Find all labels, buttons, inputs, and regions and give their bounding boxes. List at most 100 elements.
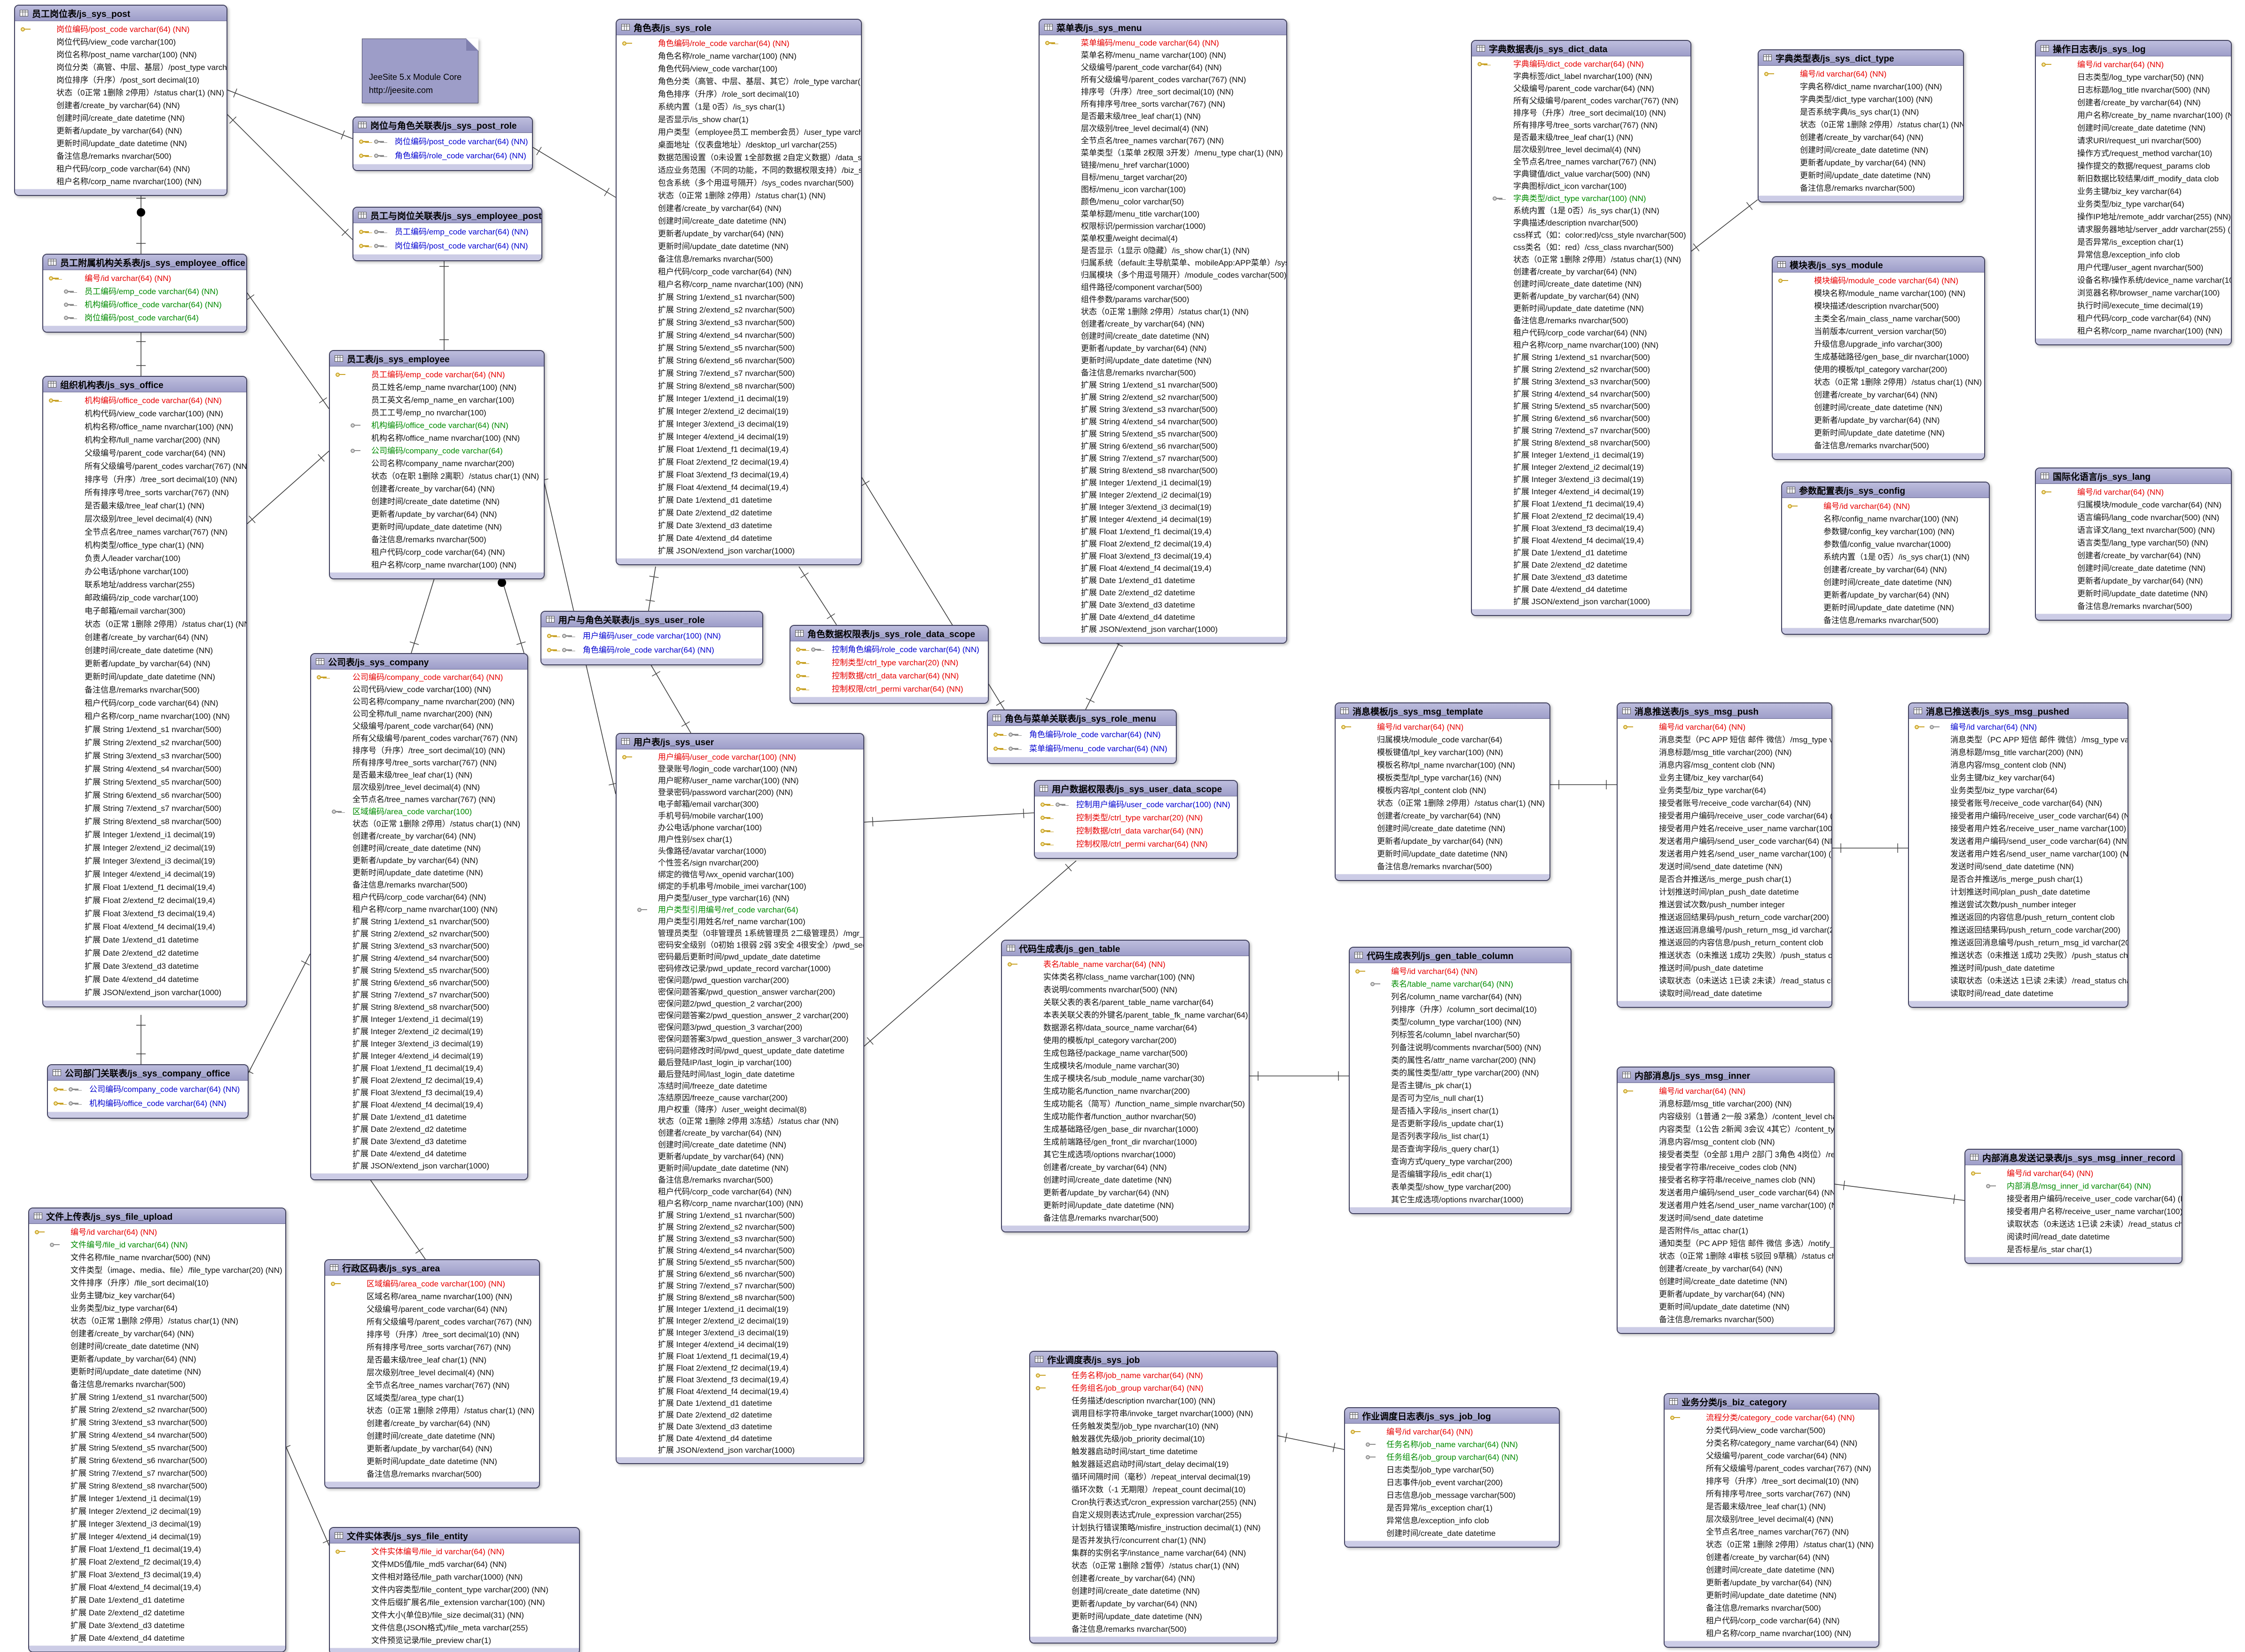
field-row[interactable]: 扩展 String 4/extend_s4 nvarchar(500) bbox=[617, 1245, 863, 1256]
field-row[interactable]: 机构全称/full_name varchar(200) (NN) bbox=[43, 434, 246, 447]
field-row[interactable]: 适应业务范围（不同的功能，不同的数据权限支持）/biz_scope varcha… bbox=[617, 164, 861, 177]
field-row[interactable]: 机构编码/office_code varchar(64) (NN) bbox=[330, 419, 544, 432]
field-row[interactable]: 状态（0正常 1删除 2停用）/status char(1) (NN) bbox=[325, 1404, 539, 1417]
field-row[interactable]: 文件类型（image、media、file）/file_type varchar… bbox=[29, 1264, 285, 1277]
field-row[interactable]: 备注信息/remarks nvarchar(500) bbox=[1618, 1313, 1834, 1326]
field-row[interactable]: 排序号（升序）/tree_sort decimal(10) (NN) bbox=[311, 745, 527, 757]
field-row[interactable]: 是否并发执行/concurrent char(1) (NN) bbox=[1030, 1534, 1277, 1547]
field-row[interactable]: 生成基础路径/gen_base_dir nvarchar(1000) bbox=[1773, 351, 1984, 363]
field-row[interactable]: 更新时间/update_date datetime (NN) bbox=[311, 867, 527, 879]
field-row[interactable]: 扩展 Float 2/extend_f2 decimal(19,4) bbox=[29, 1556, 285, 1568]
field-row[interactable]: 联系地址/address varchar(255) bbox=[43, 578, 246, 592]
field-row[interactable]: 角色编码/role_code varchar(64) (NN) bbox=[988, 728, 1176, 742]
field-row[interactable]: 扩展 JSON/extend_json varchar(1000) bbox=[43, 986, 246, 999]
field-row[interactable]: 扩展 Float 4/extend_f4 decimal(19,4) bbox=[617, 1386, 863, 1397]
field-row[interactable]: 状态（0正常 1删除 2停用）/status char(1) (NN) bbox=[1773, 376, 1984, 389]
entity-sys_user_role[interactable]: 用户与角色关联表/js_sys_user_role 用户编码/user_code … bbox=[540, 611, 763, 665]
field-row[interactable]: 扩展 Float 4/extend_f4 decimal(19,4) bbox=[311, 1099, 527, 1111]
field-row[interactable]: 全节点名/tree_names varchar(767) (NN) bbox=[1472, 156, 1690, 168]
field-row[interactable]: 创建者/create_by varchar(64) (NN) bbox=[1618, 1262, 1834, 1275]
field-row[interactable]: 状态（0正常 1删除 2停用）/status char(1) (NN) bbox=[1759, 118, 1963, 131]
field-row[interactable]: 最后登陆IP/last_login_ip varchar(100) bbox=[617, 1057, 863, 1068]
field-row[interactable]: 任务触发类型/job_type nvarchar(10) (NN) bbox=[1030, 1420, 1277, 1433]
field-row[interactable]: 更新者/update_by varchar(64) (NN) bbox=[1472, 290, 1690, 303]
field-row[interactable]: 层次级别/tree_level decimal(4) (NN) bbox=[43, 513, 246, 526]
field-row[interactable]: 是否插入字段/is_insert char(1) bbox=[1350, 1105, 1571, 1117]
field-row[interactable]: 生成包路径/package_name varchar(500) bbox=[1002, 1047, 1249, 1060]
field-row[interactable]: 更新者/update_by varchar(64) (NN) bbox=[325, 1442, 539, 1455]
field-row[interactable]: 所有父级编号/parent_codes varchar(767) (NN) bbox=[311, 732, 527, 745]
field-row[interactable]: 状态（0正常 1删除 2停用）/status char(1) (NN) bbox=[617, 189, 861, 202]
entity-header[interactable]: 字典类型表/js_sys_dict_type bbox=[1759, 50, 1963, 66]
field-row[interactable]: 包含系统（多个用逗号隔开）/sys_codes nvarchar(500) bbox=[617, 177, 861, 189]
field-row[interactable]: 父级编号/parent_code varchar(64) (NN) bbox=[1472, 83, 1690, 95]
field-row[interactable]: 扩展 Integer 1/extend_i1 decimal(19) bbox=[1472, 449, 1690, 461]
field-row[interactable]: 备注信息/remarks nvarchar(500) bbox=[1759, 182, 1963, 195]
field-row[interactable]: 扩展 Integer 4/extend_i4 decimal(19) bbox=[1040, 514, 1286, 526]
field-row[interactable]: 更新者/update_by varchar(64) (NN) bbox=[2036, 575, 2231, 587]
field-row[interactable]: 所有排序号/tree_sorts varchar(767) (NN) bbox=[311, 757, 527, 769]
field-row[interactable]: 接受者名称字符串/receive_names clob (NN) bbox=[1618, 1174, 1834, 1186]
field-row[interactable]: 父级编号/parent_code varchar(64) (NN) bbox=[325, 1303, 539, 1316]
entity-sys_dict_type[interactable]: 字典类型表/js_sys_dict_type 编号/id varchar(64) … bbox=[1758, 49, 1964, 203]
field-row[interactable]: 扩展 Integer 2/extend_i2 decimal(19) bbox=[43, 842, 246, 855]
field-row[interactable]: 备注信息/remarks nvarchar(500) bbox=[325, 1468, 539, 1481]
field-row[interactable]: 扩展 String 2/extend_s2 nvarchar(500) bbox=[311, 928, 527, 940]
field-row[interactable]: 消息内容/msg_content clob (NN) bbox=[1618, 1136, 1834, 1148]
field-row[interactable]: 任务描述/description nvarchar(100) (NN) bbox=[1030, 1395, 1277, 1407]
field-row[interactable]: 是否显示（1显示 0隐藏）/is_show char(1) (NN) bbox=[1040, 245, 1286, 257]
field-row[interactable]: 最后登陆时间/last_login_date datetime bbox=[617, 1068, 863, 1080]
field-row[interactable]: 模板类型/tpl_type varchar(16) (NN) bbox=[1336, 771, 1549, 784]
field-row[interactable]: 新旧数据比较结果/diff_modify_data clob bbox=[2036, 172, 2231, 185]
field-row[interactable]: 更新时间/update_date datetime (NN) bbox=[1782, 601, 1989, 614]
field-row[interactable]: 扩展 String 5/extend_s5 nvarchar(500) bbox=[311, 965, 527, 977]
field-row[interactable]: 用户类型引用编号/ref_code varchar(64) bbox=[617, 904, 863, 916]
field-row[interactable]: 公司代码/view_code varchar(100) (NN) bbox=[311, 684, 527, 696]
field-row[interactable]: 扩展 String 8/extend_s8 nvarchar(500) bbox=[1040, 465, 1286, 477]
field-row[interactable]: 创建时间/create_date datetime (NN) bbox=[1665, 1564, 1878, 1576]
field-row[interactable]: 扩展 String 2/extend_s2 nvarchar(500) bbox=[29, 1403, 285, 1416]
field-row[interactable]: 更新者/update_by varchar(64) (NN) bbox=[311, 855, 527, 867]
field-row[interactable]: 租户代码/corp_code varchar(64) (NN) bbox=[311, 891, 527, 904]
field-row[interactable]: 循环次数（-1 无期限）/repeat_count decimal(10) bbox=[1030, 1483, 1277, 1496]
field-row[interactable]: 扩展 Integer 2/extend_i2 decimal(19) bbox=[311, 1026, 527, 1038]
field-row[interactable]: 菜单权重/weight decimal(4) bbox=[1040, 233, 1286, 245]
field-row[interactable]: 日志类型/log_type varchar(50) (NN) bbox=[2036, 71, 2231, 84]
field-row[interactable]: 租户名称/corp_name nvarchar(100) (NN) bbox=[617, 1198, 863, 1209]
field-row[interactable]: 自定义规则表达式/rule_expression varchar(255) bbox=[1030, 1509, 1277, 1521]
field-row[interactable]: 租户名称/corp_name nvarchar(100) (NN) bbox=[43, 710, 246, 723]
field-row[interactable]: 是否最末级/tree_leaf char(1) (NN) bbox=[1472, 132, 1690, 144]
entity-sys_file_upload[interactable]: 文件上传表/js_sys_file_upload 编号/id varchar(64… bbox=[28, 1208, 286, 1652]
field-row[interactable]: 接受者用户编码/receive_user_code varchar(64) (N… bbox=[1618, 810, 1831, 822]
field-row[interactable]: 备注信息/remarks nvarchar(500) bbox=[617, 1174, 863, 1186]
field-row[interactable]: 接受者账号/receive_code varchar(64) (NN) bbox=[1909, 797, 2128, 810]
field-row[interactable]: 扩展 String 2/extend_s2 nvarchar(500) bbox=[617, 1221, 863, 1233]
field-row[interactable]: 创建时间/create_date datetime (NN) bbox=[330, 495, 544, 508]
field-row[interactable]: 扩展 String 7/extend_s7 nvarchar(500) bbox=[1040, 452, 1286, 465]
field-row[interactable]: 扩展 Integer 3/extend_i3 decimal(19) bbox=[29, 1518, 285, 1530]
field-row[interactable]: 编号/id varchar(64) (NN) bbox=[2036, 486, 2231, 499]
field-row[interactable]: 异常信息/exception_info clob bbox=[1345, 1514, 1559, 1527]
field-row[interactable]: 发送者用户姓名/send_user_name varchar(100) (NN) bbox=[1618, 848, 1831, 860]
field-row[interactable]: 用户性别/sex char(1) bbox=[617, 834, 863, 845]
field-row[interactable]: 任务组名/job_group varchar(64) (NN) bbox=[1030, 1382, 1277, 1395]
field-row[interactable]: 字典描述/description nvarchar(500) bbox=[1472, 217, 1690, 229]
field-row[interactable]: 状态（0正常 1删除 2停用）/status char(1) (NN) bbox=[15, 86, 227, 99]
field-row[interactable]: 接受者用户名称/receive_user_name varchar(100) (… bbox=[1965, 1205, 2182, 1218]
entity-sys_company[interactable]: 公司表/js_sys_company 公司编码/company_code varc… bbox=[310, 653, 528, 1180]
field-row[interactable]: 备注信息/remarks nvarchar(500) bbox=[1773, 439, 1984, 452]
field-row[interactable]: 全节点名/tree_names varchar(767) (NN) bbox=[1665, 1526, 1878, 1538]
field-row[interactable]: 扩展 Float 2/extend_f2 decimal(19,4) bbox=[617, 456, 861, 468]
field-row[interactable]: 扩展 String 7/extend_s7 nvarchar(500) bbox=[1472, 425, 1690, 437]
field-row[interactable]: 所有排序号/tree_sorts varchar(767) (NN) bbox=[1040, 98, 1286, 110]
field-row[interactable]: 公司名称/company_name nvarchar(200) (NN) bbox=[311, 696, 527, 708]
entity-sys_job[interactable]: 作业调度表/js_sys_job 任务名称/job_name varchar(64… bbox=[1029, 1351, 1278, 1644]
entity-sys_msg_push[interactable]: 消息推送表/js_sys_msg_push 编号/id varchar(64) (… bbox=[1617, 702, 1832, 1008]
field-row[interactable]: 控制权限/ctrl_permi varchar(64) (NN) bbox=[1035, 838, 1237, 851]
field-row[interactable]: 列名/column_name varchar(64) (NN) bbox=[1350, 990, 1571, 1003]
field-row[interactable]: 发送者用户姓名/send_user_name varchar(100) (NN) bbox=[1909, 848, 2128, 860]
field-row[interactable]: 扩展 Float 1/extend_f1 decimal(19,4) bbox=[617, 443, 861, 456]
entity-sys_lang[interactable]: 国际化语言/js_sys_lang 编号/id varchar(64) (NN) 归… bbox=[2035, 468, 2232, 621]
field-row[interactable]: 排序号（升序）/tree_sort decimal(10) (NN) bbox=[1472, 107, 1690, 119]
field-row[interactable]: 排序号（升序）/tree_sort decimal(10) (NN) bbox=[43, 473, 246, 486]
